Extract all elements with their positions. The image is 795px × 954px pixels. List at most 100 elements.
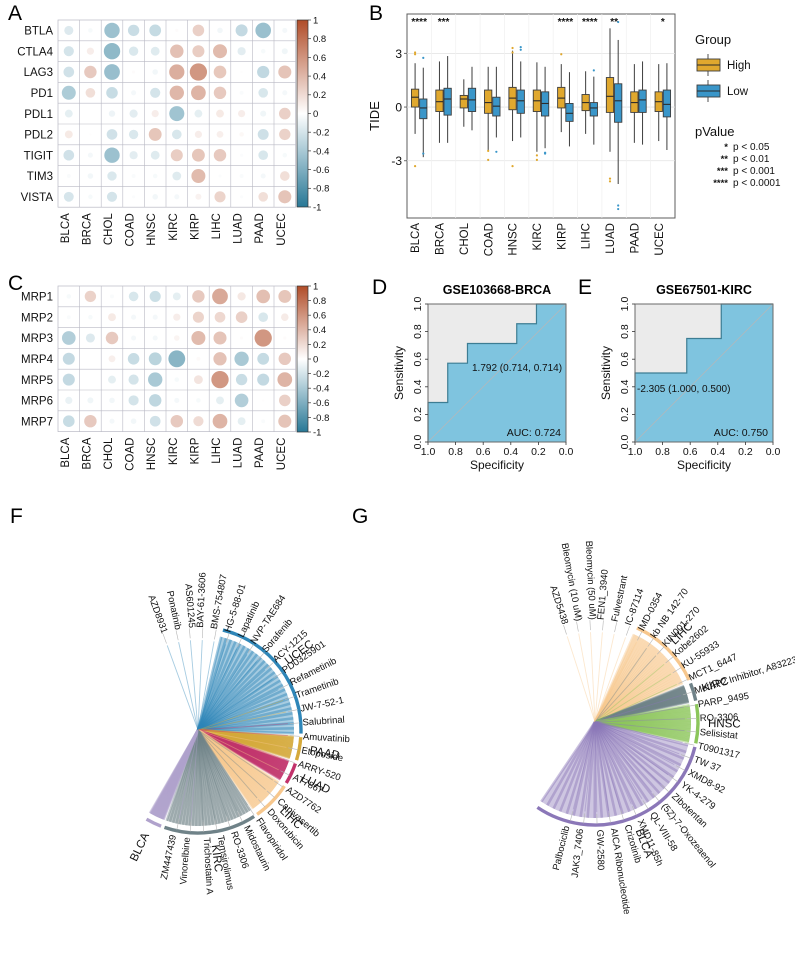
chord-ribbon [197,728,286,772]
chord-spoke [197,641,215,731]
chord-ribbon [196,729,257,808]
chord-spoke [584,721,596,812]
matrix-dot [103,43,121,60]
matrix-dot [64,25,74,35]
chord-ribbon [594,698,689,724]
chord-spoke [594,721,621,809]
box-outlier [511,51,514,54]
chord-ribbon [594,651,662,723]
chord-ribbon [196,729,205,826]
matrix-row-label: PD1 [31,88,53,100]
matrix-dot [216,130,224,138]
matrix-dot [254,329,272,347]
chord-ribbon [594,687,686,724]
chord-ribbon [197,729,273,793]
box-outlier [495,150,498,153]
matrix-dot [258,312,269,323]
roc-x-tick-label: 1.0 [628,446,643,458]
chord-ribbon [594,657,668,723]
pvalue-text: p < 0.01 [733,154,770,165]
chord-ribbon [151,729,200,816]
chord-ribbon [196,729,258,807]
chord-ribbon [196,729,231,822]
roc-x-tick-label: 1.0 [421,446,436,458]
chord-spoke-tick [675,765,685,771]
matrix-dot [213,86,227,100]
chord-ribbon [197,728,284,776]
chord-group-label: HNSC [708,718,741,731]
matrix-row-label: TIM3 [27,171,53,183]
matrix-col-label: BRCA [81,213,93,245]
chord-spoke-tick [682,691,693,696]
matrix-dot [63,191,74,202]
matrix-col-label: PAAD [254,213,266,243]
matrix-dot [108,355,116,363]
box-outlier [560,53,563,56]
chord-spoke [594,721,652,793]
box [443,87,452,116]
x-tick-label: HNSC [508,223,520,256]
chord-spoke [594,632,603,723]
matrix-dot [152,335,158,341]
matrix-dot [61,85,76,100]
matrix-dot [130,418,137,424]
chord-ribbon [594,695,688,724]
chord-ribbon [197,728,291,759]
box-outlier [422,56,425,59]
chord-drug-label: Trichostatin A [201,837,215,895]
matrix-dot [152,314,158,320]
matrix-dot [281,313,289,321]
chord-spoke-tick [273,672,283,679]
chord-group-label: KIRC [209,844,224,873]
chord-ribbon [197,728,294,735]
chord-ribbon [197,729,268,798]
matrix-dot [61,331,76,345]
matrix-dot [66,294,72,299]
chord-ribbon [565,721,597,815]
color-legend-tick-label: -0.8 [313,184,329,195]
matrix-dot [258,150,269,161]
chord-ribbon [593,721,650,803]
chord-spoke [197,729,258,799]
chord-wedge [595,634,683,722]
significance-marker: **** [582,17,598,28]
matrix-dot [281,48,288,55]
panel-letter-a: A [8,2,23,25]
chord-ribbon [594,720,691,734]
chord-wedge [198,636,294,734]
chord-ribbon [197,728,276,790]
x-tick-label: KIRC [532,223,544,250]
chord-group-arc [636,626,691,681]
chord-spoke [197,729,227,816]
matrix-dot [105,331,119,345]
matrix-dot [85,333,95,343]
chord-ribbon [594,655,666,723]
chord-wedge [541,722,689,818]
matrix-dot [84,290,97,303]
chord-ribbon [197,728,286,772]
chord-ribbon [593,721,638,810]
matrix-row-label: MRP7 [21,416,53,428]
matrix-dot [194,375,203,384]
box-outlier [413,53,417,56]
chord-drug-label: Palbociclib [551,825,573,872]
matrix-dot [148,394,162,407]
chord-ribbon [197,728,294,738]
chord-ribbon [593,634,638,723]
color-legend-tick-label: 0.4 [313,72,326,83]
matrix-dot [170,414,184,428]
box-outlier [487,158,490,161]
chord-ribbon [196,729,201,827]
matrix-dot [169,106,185,122]
x-tick-label: LUAD [605,223,617,254]
chord-ribbon [594,716,691,724]
chord-spoke-tick [162,634,167,644]
matrix-dot [239,153,244,157]
matrix-dot [66,315,71,320]
significance-marker: **** [558,17,574,28]
chord-ribbon [160,729,200,820]
chord-spoke [197,678,273,731]
chord-ribbon [594,720,691,730]
matrix-dot [149,24,162,37]
roc-y-tick-label: 0.0 [412,435,424,450]
